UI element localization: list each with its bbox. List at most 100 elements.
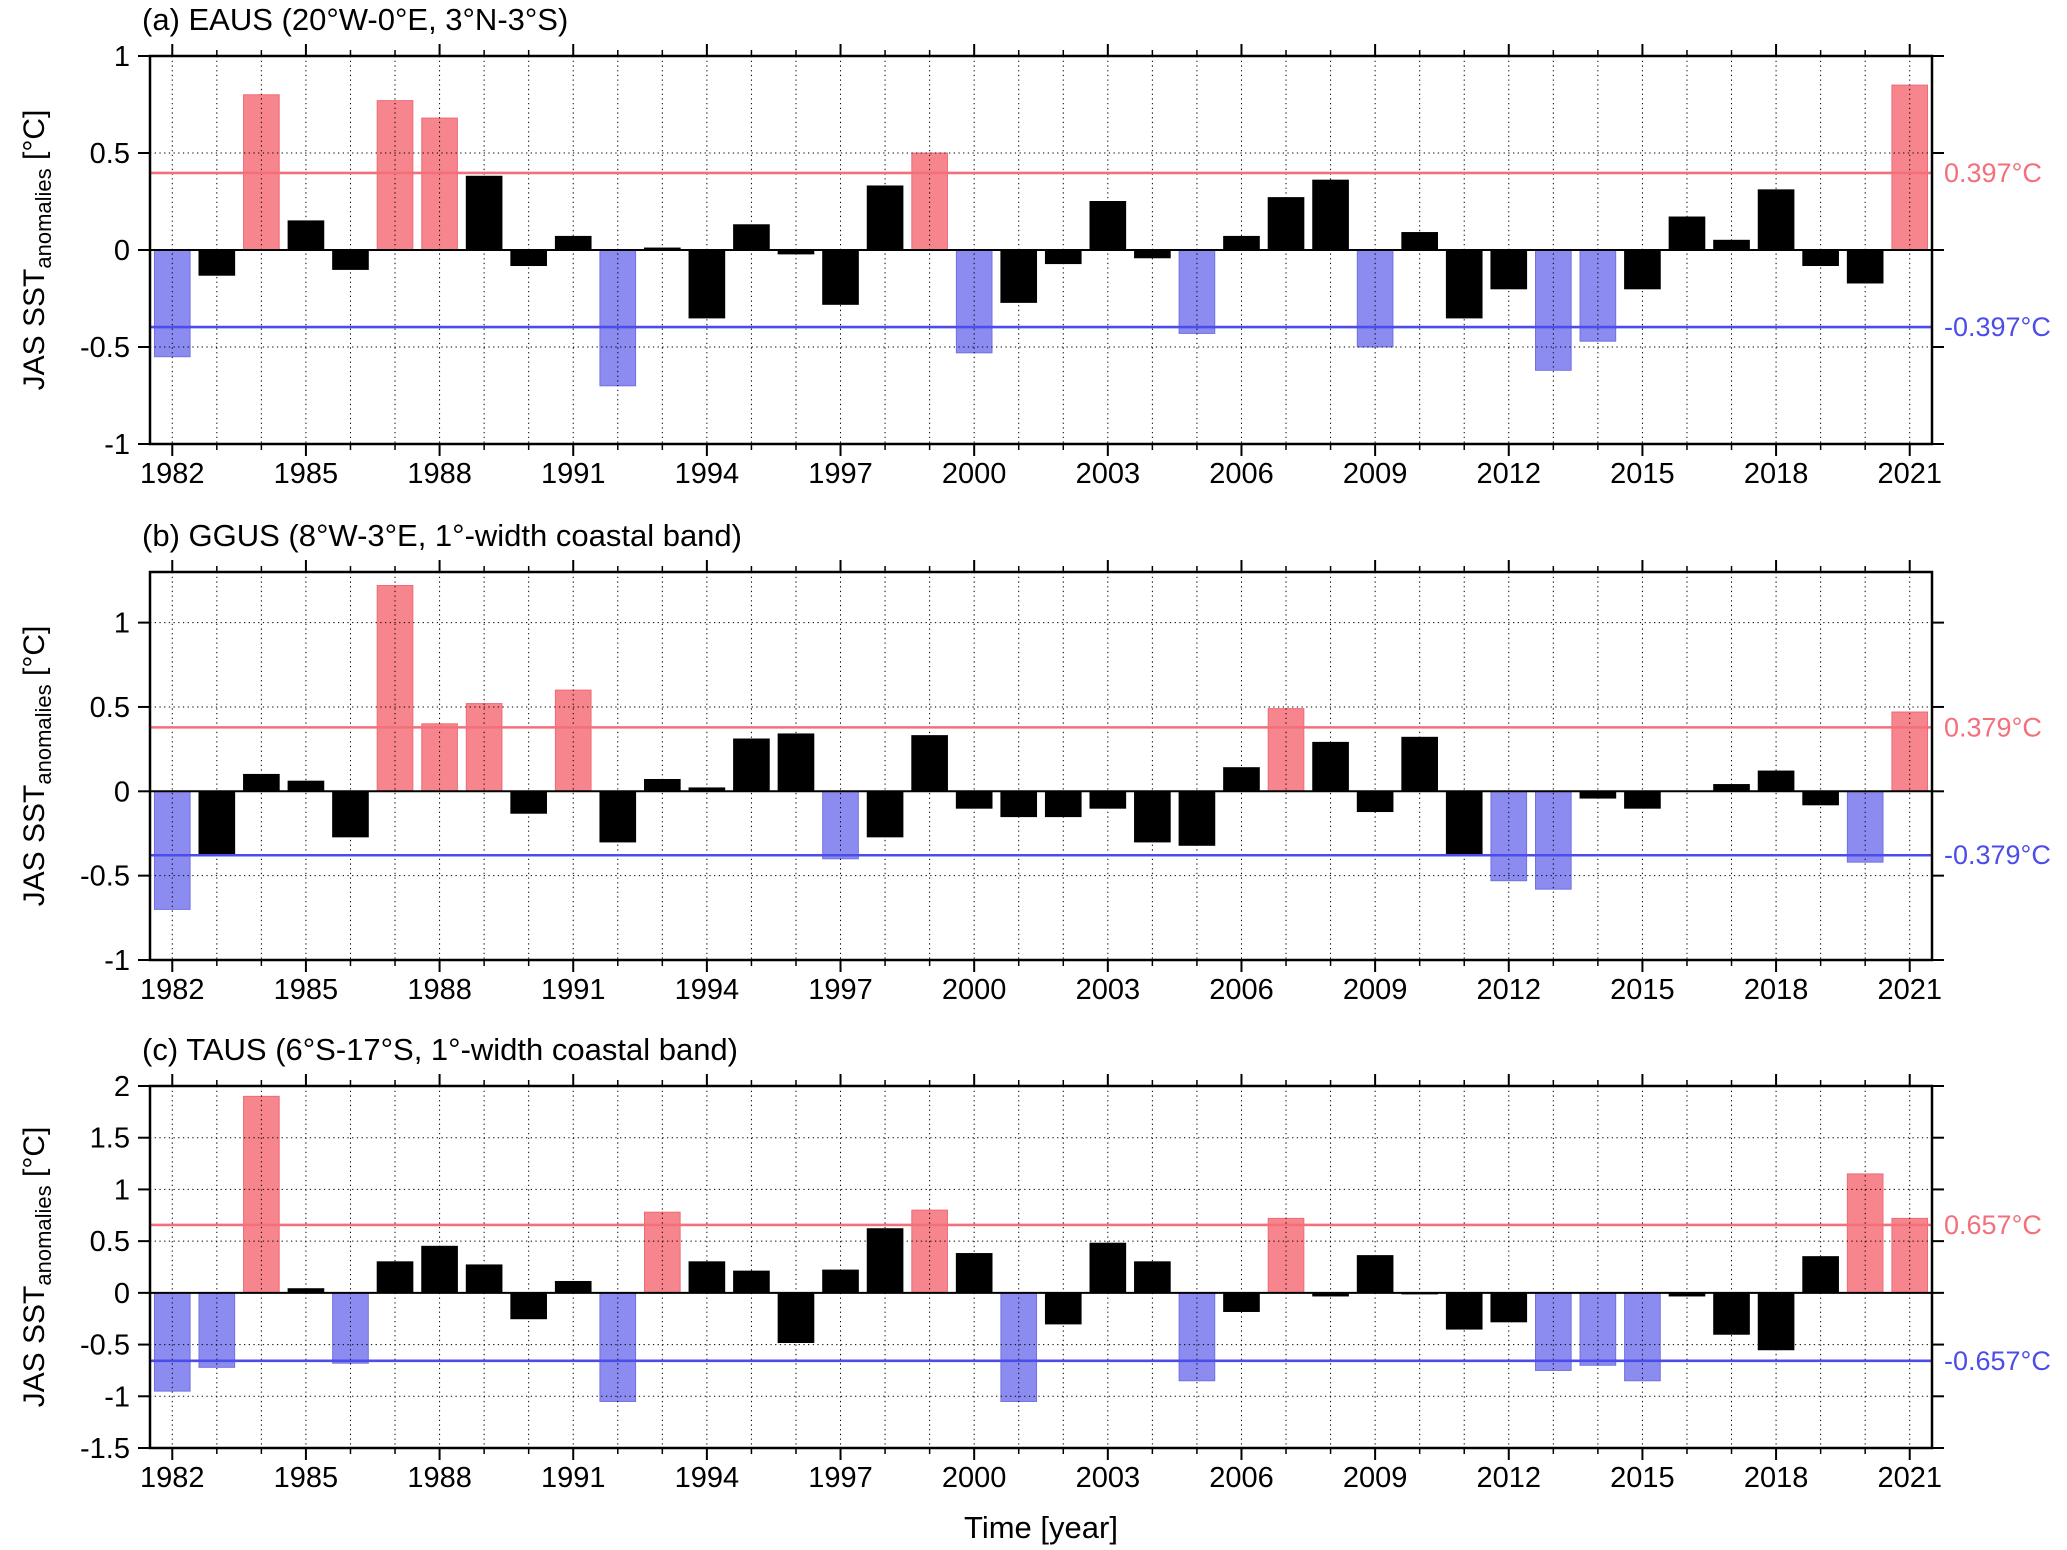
bar-2009 <box>1356 790 1394 813</box>
x-tick-label-1997: 1997 <box>808 458 873 490</box>
bar-1992 <box>599 1292 637 1402</box>
y-tick-label: -1 <box>104 429 130 461</box>
x-tick-label-2003: 2003 <box>1076 1462 1141 1494</box>
negative-threshold-label: -0.379°C <box>1944 840 2051 870</box>
positive-threshold-label: 0.397°C <box>1944 158 2042 188</box>
y-tick-label: -1 <box>104 945 130 977</box>
negative-threshold-label: -0.397°C <box>1944 312 2051 342</box>
x-tick-label-2018: 2018 <box>1744 1462 1809 1494</box>
bar-1989 <box>465 703 503 792</box>
bar-2011 <box>1445 1292 1483 1330</box>
y-tick-label: 0.5 <box>90 692 130 724</box>
x-tick-label-2009: 2009 <box>1343 1462 1408 1494</box>
bar-1989 <box>465 175 503 251</box>
bar-1997 <box>822 790 859 860</box>
y-tick-label: 0 <box>114 1278 130 1310</box>
bar-1992 <box>599 249 637 387</box>
x-tick-label-2003: 2003 <box>1076 458 1141 490</box>
x-tick-label-2012: 2012 <box>1477 1462 1542 1494</box>
bar-1999 <box>911 735 948 792</box>
positive-threshold-label: 0.379°C <box>1944 712 2042 742</box>
plot-frame <box>148 1084 1934 1450</box>
x-tick-label-2009: 2009 <box>1343 458 1408 490</box>
y-tick-label: -0.5 <box>80 1330 130 1362</box>
y-axis-label: JAS SSTanomalies [°C] <box>18 1127 56 1408</box>
x-tick-label-1997: 1997 <box>808 974 873 1006</box>
bar-2014 <box>1579 790 1617 799</box>
y-tick-label: 0 <box>114 776 130 808</box>
bar-2012 <box>1490 249 1528 290</box>
bar-2004 <box>1134 1261 1171 1294</box>
x-tick-label-2015: 2015 <box>1610 458 1675 490</box>
y-tick-label: -1 <box>104 1381 130 1413</box>
bar-1986 <box>332 249 369 270</box>
x-tick-label-2018: 2018 <box>1744 458 1809 490</box>
x-tick-label-1991: 1991 <box>541 1462 606 1494</box>
x-tick-label-2012: 2012 <box>1477 458 1542 490</box>
bar-1983 <box>198 1292 236 1368</box>
bar-2005 <box>1178 1292 1216 1382</box>
bar-1985 <box>287 780 325 792</box>
x-tick-label-1982: 1982 <box>140 1462 205 1494</box>
bar-2001 <box>1000 249 1038 303</box>
bar-1990 <box>510 1292 547 1320</box>
y-tick-label: 1.5 <box>90 1123 130 1155</box>
panel-a-title: (a) EAUS (20°W-0°E, 3°N-3°S) <box>142 2 568 37</box>
bar-1983 <box>198 790 236 855</box>
bar-2015 <box>1624 249 1661 290</box>
bar-2005 <box>1178 790 1216 846</box>
x-tick-label-1985: 1985 <box>274 458 339 490</box>
x-tick-label-2015: 2015 <box>1610 974 1675 1006</box>
bar-1994 <box>688 1261 726 1294</box>
x-tick-label-2006: 2006 <box>1209 458 1274 490</box>
negative-threshold-label: -0.657°C <box>1944 1346 2051 1376</box>
x-tick-label-1988: 1988 <box>407 458 472 490</box>
bar-2008 <box>1312 741 1349 792</box>
bar-2009 <box>1356 249 1394 348</box>
x-tick-label-2021: 2021 <box>1877 458 1942 490</box>
plot-frame <box>148 570 1934 962</box>
bar-1987 <box>376 100 414 251</box>
bar-2011 <box>1445 790 1483 855</box>
y-tick-label: -0.5 <box>80 861 130 893</box>
x-tick-label-2003: 2003 <box>1076 974 1141 1006</box>
bar-1994 <box>688 249 726 319</box>
x-tick-label-2000: 2000 <box>942 1462 1007 1494</box>
bar-1991 <box>554 689 592 792</box>
x-tick-label-2000: 2000 <box>942 458 1007 490</box>
bar-2017 <box>1713 784 1750 792</box>
bar-2006 <box>1223 235 1260 251</box>
bar-2002 <box>1044 1292 1082 1325</box>
bar-1995 <box>733 224 770 251</box>
bar-2000 <box>955 1253 993 1294</box>
x-axis-label: Time [year] <box>964 1510 1118 1545</box>
y-tick-label: 1 <box>114 1174 130 1206</box>
bar-1990 <box>510 790 547 814</box>
x-tick-label-1988: 1988 <box>407 1462 472 1494</box>
bar-1982 <box>153 1292 191 1392</box>
panel-c-title: (c) TAUS (6°S-17°S, 1°-width coastal ban… <box>142 1032 738 1067</box>
bar-1996 <box>777 1292 815 1344</box>
x-tick-label-1994: 1994 <box>675 458 740 490</box>
x-tick-label-1985: 1985 <box>274 974 339 1006</box>
bar-2006 <box>1223 1292 1260 1312</box>
y-axis-label: JAS SSTanomalies [°C] <box>18 110 56 391</box>
y-tick-label: 1 <box>114 608 130 640</box>
panel-b: (b) GGUS (8°W-3°E, 1°-width coastal band… <box>18 518 2051 1006</box>
bar-2017 <box>1713 1292 1750 1335</box>
y-tick-label: 2 <box>114 1071 130 1103</box>
bar-1988 <box>421 723 458 792</box>
bar-1987 <box>376 1261 414 1294</box>
y-tick-label: 0.5 <box>90 138 130 170</box>
y-tick-label: -1.5 <box>80 1433 130 1465</box>
bar-1997 <box>822 1269 859 1294</box>
bar-1982 <box>153 249 191 358</box>
x-tick-label-2015: 2015 <box>1610 1462 1675 1494</box>
x-tick-label-1982: 1982 <box>140 974 205 1006</box>
x-tick-label-2021: 2021 <box>1877 974 1942 1006</box>
x-tick-label-1991: 1991 <box>541 974 606 1006</box>
bar-1991 <box>554 1280 592 1294</box>
x-tick-label-1994: 1994 <box>675 974 740 1006</box>
